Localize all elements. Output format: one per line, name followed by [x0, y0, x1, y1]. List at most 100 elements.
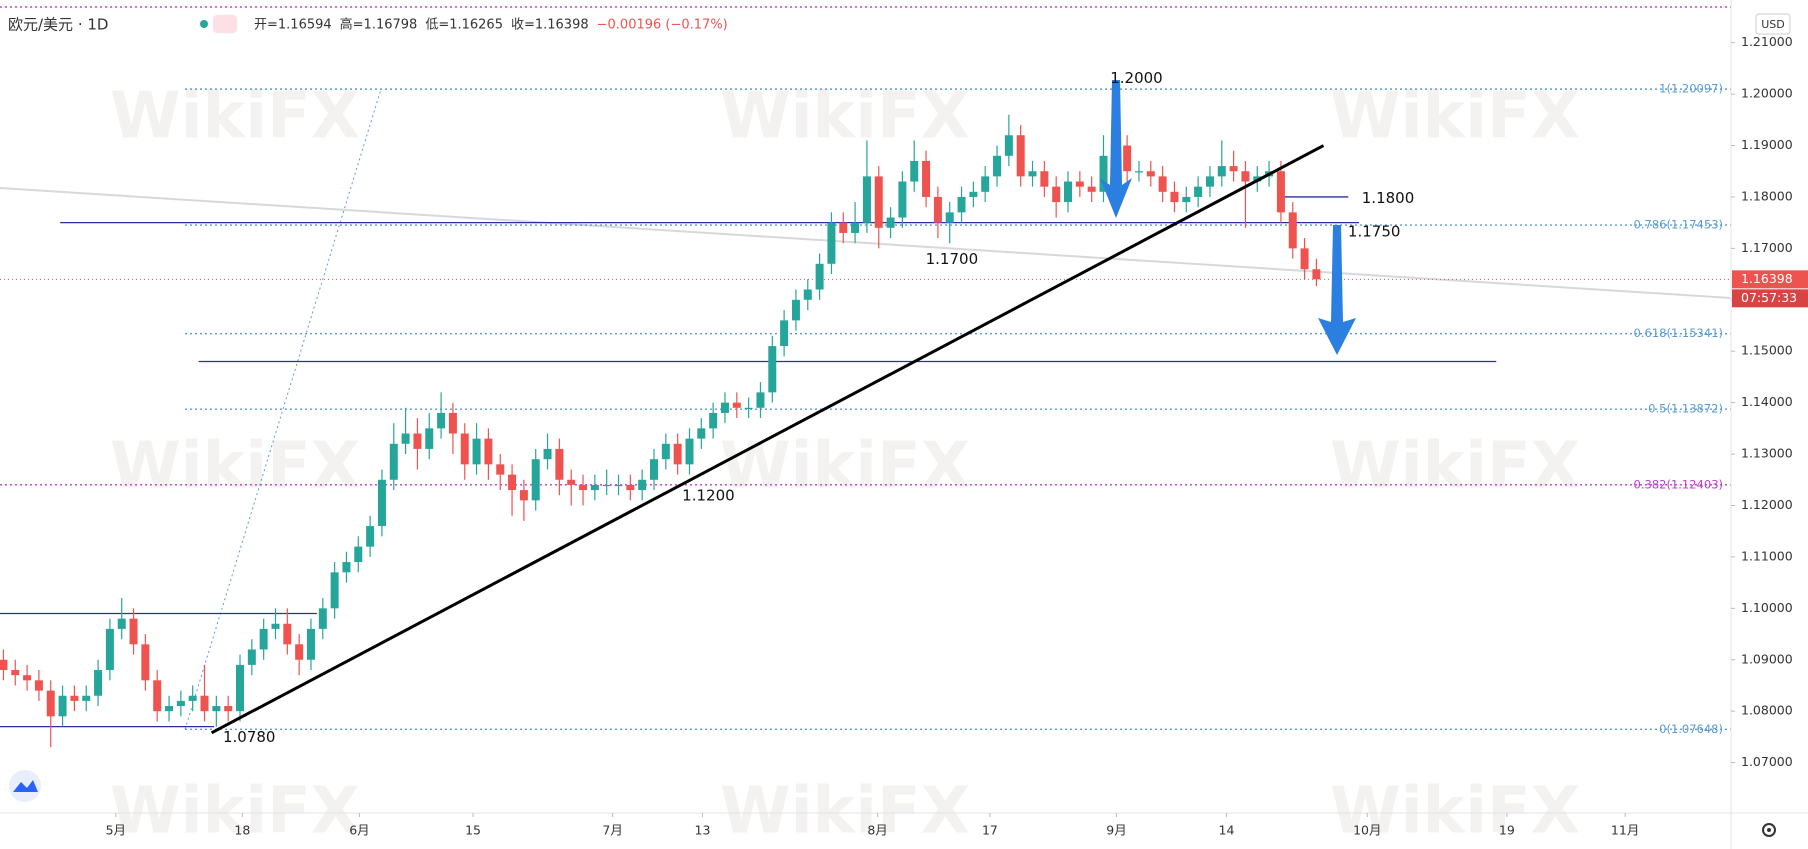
legend: 欧元/美元 · 1D 开=1.16594 高=1.16798 低=1.16265 收=…	[8, 15, 728, 34]
candle-body	[366, 526, 375, 547]
y-tick-label: 1.11000	[1741, 548, 1793, 563]
candle-body	[933, 196, 942, 223]
candle-body	[224, 706, 233, 712]
candle-body	[165, 706, 174, 712]
candle-body	[886, 217, 895, 228]
candle-body	[153, 680, 162, 712]
candle-body	[531, 459, 540, 501]
logo[interactable]	[9, 770, 41, 802]
legend-value: 开=1.16594	[254, 18, 332, 33]
candle-body	[993, 155, 1002, 177]
legend-value: −0.00196 (−0.17%)	[597, 18, 728, 33]
candle-body	[851, 222, 860, 233]
y-tick-label: 1.07000	[1741, 754, 1793, 769]
candle-body	[1217, 166, 1226, 177]
candle-body	[1016, 135, 1025, 177]
candle-body	[413, 433, 422, 449]
y-tick-label: 1.15000	[1741, 343, 1793, 358]
candle-body	[11, 670, 20, 676]
watermark: WikiFX	[720, 80, 970, 154]
moving-average	[0, 187, 1732, 299]
fib-label: 1(1.20097)	[1659, 82, 1723, 96]
watermark: WikiFX	[110, 775, 360, 849]
candle-body	[448, 412, 457, 434]
candle-body	[1134, 171, 1143, 173]
candle-body	[650, 459, 659, 480]
annotation: 1.0780	[223, 728, 276, 746]
currency: USD	[1761, 18, 1785, 31]
candle-body	[567, 479, 576, 485]
candle-body	[673, 443, 682, 465]
candle-body	[1288, 212, 1297, 249]
candle-body	[46, 690, 55, 717]
candle-body	[200, 695, 209, 712]
candle-body	[969, 191, 978, 197]
candle-body	[1205, 176, 1214, 187]
currency-box[interactable]	[1755, 13, 1791, 35]
candle-body	[1158, 176, 1167, 192]
candle-body	[472, 438, 481, 465]
candle-body	[839, 222, 848, 233]
candle-body	[791, 299, 800, 321]
candle-body	[295, 644, 304, 660]
candle-body	[874, 176, 883, 228]
candle-body	[555, 448, 564, 480]
candle-body	[1004, 135, 1013, 156]
candle-body	[626, 484, 635, 491]
candle-body	[815, 263, 824, 290]
candle-body	[1040, 171, 1049, 187]
candle-body	[212, 706, 221, 712]
candle-body	[129, 618, 138, 645]
watermark: WikiFX	[1330, 430, 1580, 504]
x-tick-label: 9月	[1106, 823, 1126, 838]
y-tick-label: 1.21000	[1741, 34, 1793, 49]
candle-body	[23, 675, 32, 681]
candle-body	[1123, 145, 1132, 172]
candle-body	[590, 484, 599, 491]
candle-body	[768, 346, 777, 393]
watermark: WikiFX	[1330, 80, 1580, 154]
status-badge[interactable]	[213, 15, 237, 33]
candle-body	[425, 428, 434, 449]
y-tick-label: 1.19000	[1741, 137, 1793, 152]
watermark: WikiFX	[720, 430, 970, 504]
y-tick-label: 1.08000	[1741, 703, 1793, 718]
candle-body	[744, 407, 753, 409]
candle-body	[957, 196, 966, 213]
symbol-title: 欧元/美元 · 1D	[8, 16, 108, 34]
settings-icon[interactable]	[1762, 823, 1776, 837]
candle-body	[898, 181, 907, 218]
fib-label: 0.786(1.17453)	[1634, 218, 1723, 232]
candle-body	[496, 464, 505, 475]
candle-body	[259, 628, 268, 650]
candle-body	[1087, 186, 1096, 192]
x-tick-label: 17	[982, 823, 998, 838]
candle-body	[1028, 171, 1037, 177]
x-tick-label: 8月	[867, 823, 887, 838]
y-tick-label: 1.17000	[1741, 240, 1793, 255]
watermark: WikiFX	[1330, 775, 1580, 849]
candle-body	[94, 670, 103, 696]
candle-body	[614, 484, 623, 487]
x-tick-label: 14	[1219, 823, 1235, 838]
candle-body	[188, 695, 197, 701]
candle-body	[638, 479, 647, 491]
candle-body	[283, 623, 292, 645]
candle-body	[1170, 191, 1179, 203]
candle-body	[176, 700, 185, 707]
candle-body	[697, 428, 706, 439]
candle-body	[460, 433, 469, 465]
candle-body	[306, 628, 315, 660]
candle-body	[401, 433, 410, 444]
y-tick-label: 1.14000	[1741, 394, 1793, 409]
candle-body	[720, 402, 729, 413]
candle-body	[70, 695, 79, 701]
candle-body	[354, 546, 363, 563]
annotation: 1.1750	[1348, 222, 1401, 240]
candle-body	[389, 443, 398, 480]
candle-body	[508, 474, 517, 491]
candle-body	[318, 608, 327, 629]
candle-body	[519, 490, 528, 501]
candle-body	[437, 412, 446, 429]
